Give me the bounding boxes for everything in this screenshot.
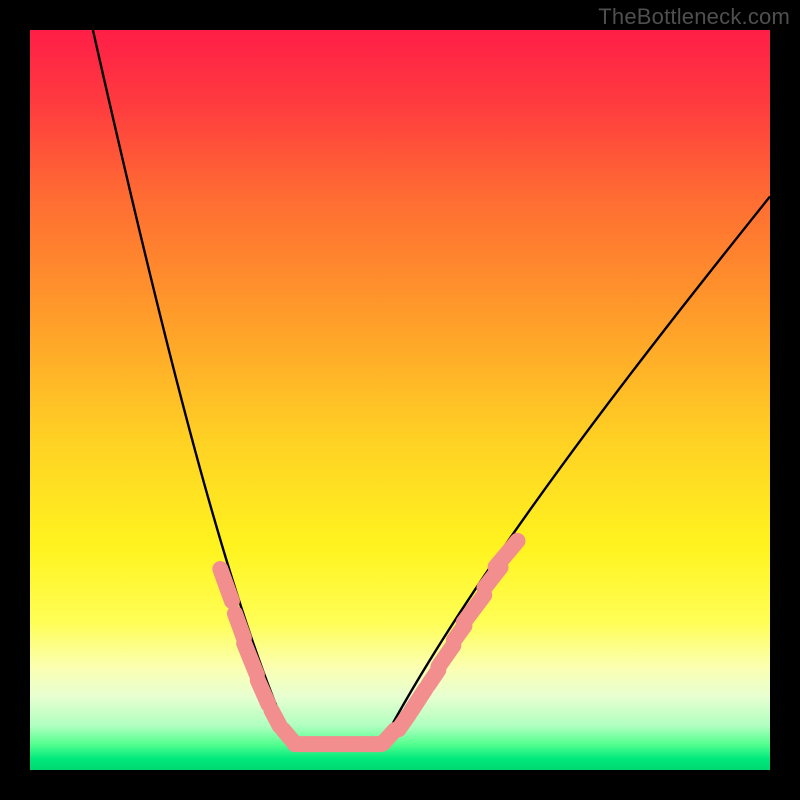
bottleneck-chart (0, 0, 800, 800)
gradient-background (30, 30, 770, 770)
chart-stage: TheBottleneck.com (0, 0, 800, 800)
curve-marker (235, 613, 244, 637)
curve-marker (258, 680, 269, 704)
watermark-text: TheBottleneck.com (598, 4, 790, 30)
curve-marker (220, 569, 232, 601)
